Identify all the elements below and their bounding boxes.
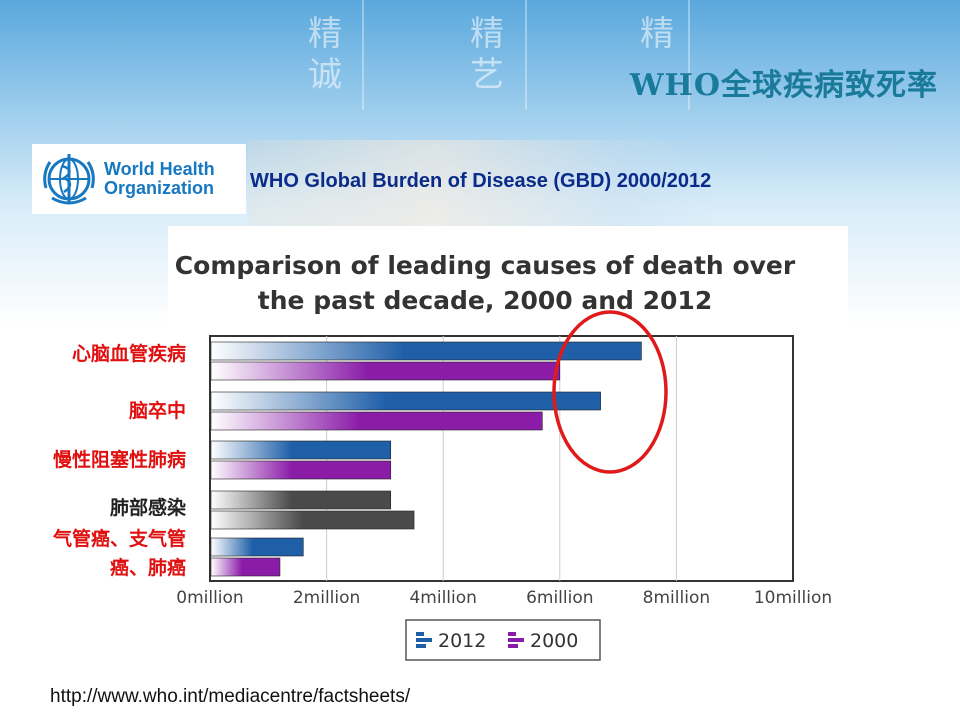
who-wordmark: World Health Organization	[104, 159, 215, 198]
decor-calligraphy: 精诚	[308, 14, 342, 95]
x-tick-label: 2million	[293, 588, 360, 608]
background-photo	[248, 140, 714, 230]
category-label-stroke: 脑卒中	[128, 400, 186, 422]
x-tick-label: 4million	[409, 588, 476, 608]
decor-line	[688, 0, 690, 110]
decor-calligraphy: 精艺	[470, 14, 504, 95]
legend-label: 2012	[438, 630, 486, 652]
decor-line	[362, 0, 364, 110]
decor-calligraphy: 精	[640, 14, 674, 54]
bar-2012	[210, 440, 392, 460]
bar-2000	[210, 460, 392, 480]
bar-2000	[210, 411, 543, 431]
category-label-lung-cancer-line1: 气管癌、支气管	[52, 528, 186, 550]
chart-panel: Comparison of leading causes of death ov…	[168, 226, 848, 664]
bar-2000	[210, 361, 561, 381]
legend-swatch	[508, 632, 516, 636]
bar-2012	[210, 341, 642, 361]
legend-label: 2000	[530, 630, 578, 652]
bar-2012	[210, 537, 304, 557]
bar-2000	[210, 510, 415, 530]
highlight-ellipse	[552, 310, 668, 474]
category-label-cvd: 心脑血管疾病	[71, 343, 186, 365]
who-logo: World Health Organization	[32, 144, 246, 214]
source-url[interactable]: http://www.who.int/mediacentre/factsheet…	[50, 686, 411, 707]
legend-swatch	[416, 644, 426, 648]
bar-chart: Comparison of leading causes of death ov…	[175, 251, 832, 661]
bar-2012	[210, 490, 392, 510]
x-tick-label: 6million	[526, 588, 593, 608]
legend-swatch	[508, 644, 518, 648]
category-label-lung-infection: 肺部感染	[109, 497, 186, 519]
category-label-copd: 慢性阻塞性肺病	[52, 449, 186, 471]
bar-2012	[210, 391, 601, 411]
chart-title-line: Comparison of leading causes of death ov…	[175, 251, 796, 280]
gbd-subtitle: WHO Global Burden of Disease (GBD) 2000/…	[250, 170, 712, 192]
category-label-lung-cancer-line2: 癌、肺癌	[109, 557, 186, 579]
legend-swatch	[416, 632, 424, 636]
bar-2000	[210, 557, 281, 577]
who-emblem-icon	[43, 154, 95, 205]
slide-title: WHO全球疾病致死率	[629, 68, 938, 103]
x-tick-label: 8million	[643, 588, 710, 608]
legend-swatch	[508, 638, 524, 642]
chart-title-line: the past decade, 2000 and 2012	[258, 286, 712, 315]
legend-box	[405, 619, 601, 661]
legend-swatch	[416, 638, 432, 642]
decor-line	[525, 0, 527, 110]
x-tick-label: 10million	[754, 588, 832, 608]
x-tick-label: 0million	[176, 588, 243, 608]
